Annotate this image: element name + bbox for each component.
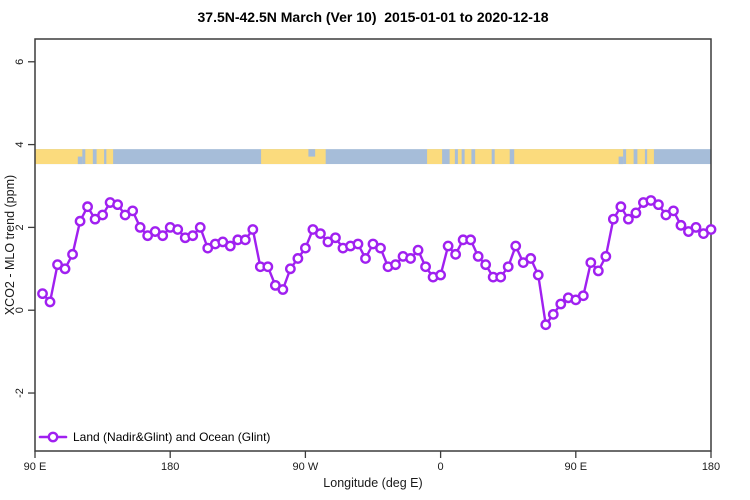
data-point — [59, 263, 71, 275]
land-segment — [626, 149, 634, 165]
data-point — [502, 261, 514, 273]
y-tick-label: 0 — [14, 307, 26, 313]
data-point — [690, 222, 702, 233]
data-point — [292, 253, 304, 264]
data-point — [224, 240, 236, 252]
legend-label: Land (Nadir&Glint) and Ocean (Glint) — [73, 430, 271, 444]
data-point — [442, 240, 454, 252]
data-point — [299, 242, 311, 254]
land-segment — [475, 149, 492, 165]
data-point — [44, 296, 56, 308]
land-segment — [647, 149, 654, 165]
legend-marker — [38, 431, 68, 443]
y-tick-label: 4 — [14, 142, 26, 148]
axis-ticks: 90 E 180 90 W 0 90 E 180 -2 0 2 4 6 — [14, 59, 720, 473]
land-segment — [449, 149, 455, 165]
data-point — [262, 261, 274, 273]
data-point — [97, 209, 109, 221]
land-segment — [514, 149, 624, 165]
data-point — [277, 284, 289, 295]
data-point — [622, 213, 634, 225]
data-point — [82, 201, 93, 213]
data-point — [510, 240, 522, 252]
data-point — [157, 230, 169, 242]
data-point — [600, 250, 612, 262]
data-point — [127, 205, 139, 217]
data-point — [532, 269, 544, 281]
plot-frame — [34, 38, 712, 452]
data-series — [37, 195, 717, 331]
x-tick-label: 90 W — [293, 461, 319, 473]
data-point — [480, 259, 492, 271]
data-point — [525, 253, 537, 264]
data-point — [615, 201, 627, 213]
data-point — [112, 199, 124, 211]
data-point — [247, 224, 259, 235]
land-segment — [464, 149, 472, 165]
data-point — [435, 269, 446, 281]
y-tick-label: 6 — [14, 59, 26, 65]
data-point — [239, 234, 251, 246]
data-point — [705, 224, 717, 235]
data-point — [472, 250, 484, 262]
data-point — [134, 222, 146, 233]
data-point — [405, 253, 416, 264]
data-point — [67, 248, 78, 260]
data-point — [172, 224, 184, 235]
ocean-notch — [308, 149, 316, 157]
land-segment — [494, 149, 510, 165]
y-tick-label: 2 — [14, 224, 26, 230]
data-point — [352, 238, 364, 250]
data-point — [375, 242, 386, 254]
land-segment — [85, 149, 93, 165]
data-point — [450, 248, 462, 260]
ocean-notch — [618, 156, 624, 165]
data-point — [592, 265, 604, 277]
data-point — [360, 253, 371, 264]
x-tick-label: 0 — [438, 461, 444, 473]
land-segment — [96, 149, 105, 165]
data-point — [607, 213, 619, 225]
data-point — [585, 257, 597, 268]
data-point — [653, 199, 664, 211]
data-point — [547, 308, 559, 320]
x-tick-label: 90 E — [564, 461, 587, 473]
x-tick-label: 180 — [702, 461, 720, 473]
data-point — [412, 244, 424, 256]
data-point — [540, 319, 552, 331]
y-tick-label: -2 — [14, 388, 26, 398]
data-point — [577, 290, 589, 302]
data-point — [675, 219, 687, 231]
data-point — [187, 230, 199, 242]
data-point — [465, 234, 477, 246]
x-axis-title: Longitude (deg E) — [323, 476, 423, 490]
land-ocean-band — [35, 149, 711, 165]
ocean-notch — [77, 156, 83, 165]
legend-point-sample — [47, 431, 59, 443]
data-point — [420, 261, 431, 273]
land-segment — [261, 149, 326, 165]
y-axis-title: XCO2 - MLO trend (ppm) — [3, 175, 17, 315]
land-segment — [427, 149, 443, 165]
data-point — [390, 259, 401, 271]
data-point — [668, 205, 679, 217]
data-point — [194, 222, 206, 233]
x-tick-label: 180 — [161, 461, 179, 473]
data-point — [495, 271, 507, 283]
data-point — [630, 207, 642, 219]
data-point — [330, 232, 341, 244]
land-segment — [637, 149, 645, 165]
chart-title: 37.5N-42.5N March (Ver 10) 2015-01-01 to… — [197, 9, 549, 25]
land-segment — [35, 149, 83, 165]
data-point — [315, 228, 326, 240]
land-segment — [457, 149, 462, 165]
data-point — [74, 215, 86, 227]
data-point — [37, 288, 48, 300]
land-segment — [106, 149, 114, 165]
x-tick-label: 90 E — [24, 461, 47, 473]
data-point — [284, 263, 296, 275]
data-point — [555, 298, 567, 310]
